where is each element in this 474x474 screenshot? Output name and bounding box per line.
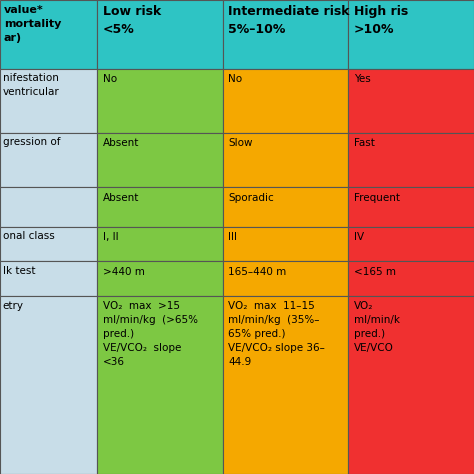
Bar [97,69,223,133]
Text: IV: IV [354,232,364,242]
Bar [0,133,97,187]
Bar [223,187,348,227]
Bar [97,133,223,187]
Text: I, II: I, II [103,232,118,242]
Text: etry: etry [3,301,24,310]
Text: Sporadic: Sporadic [228,193,274,203]
Text: Fast: Fast [354,138,375,148]
Text: Yes: Yes [354,74,371,84]
Bar [348,133,474,187]
Bar [97,227,223,261]
Bar [0,227,97,261]
Text: nifestation
ventricular: nifestation ventricular [3,73,60,98]
Text: VO₂  max  >15
ml/min/kg  (>65%
pred.)
VE/VCO₂  slope
<36: VO₂ max >15 ml/min/kg (>65% pred.) VE/VC… [103,301,198,367]
Bar [0,187,97,227]
Text: Intermediate risk
5%–10%: Intermediate risk 5%–10% [228,5,350,36]
Text: <165 m: <165 m [354,267,396,277]
Text: lk test: lk test [3,266,36,276]
Text: onal class: onal class [3,231,55,241]
Text: Low risk
<5%: Low risk <5% [103,5,161,36]
Bar [97,296,223,474]
Bar [0,261,97,296]
Text: 165–440 m: 165–440 m [228,267,287,277]
Text: >440 m: >440 m [103,267,145,277]
Text: III: III [228,232,237,242]
Text: Frequent: Frequent [354,193,400,203]
Text: High ris
>10%: High ris >10% [354,5,408,36]
Text: VO₂  max  11–15
ml/min/kg  (35%–
65% pred.)
VE/VCO₂ slope 36–
44.9: VO₂ max 11–15 ml/min/kg (35%– 65% pred.)… [228,301,325,367]
Bar [223,69,348,133]
Bar [97,187,223,227]
Text: Slow: Slow [228,138,253,148]
Bar [223,227,348,261]
Bar [348,69,474,133]
Bar [223,261,348,296]
Bar [97,261,223,296]
Bar [0,69,97,133]
Bar [348,187,474,227]
Bar [0,0,97,69]
Text: No: No [228,74,243,84]
Text: Absent: Absent [103,193,139,203]
Text: Absent: Absent [103,138,139,148]
Bar [223,0,348,69]
Bar [348,0,474,69]
Text: VO₂
ml/min/k
pred.)
VE/VCO: VO₂ ml/min/k pred.) VE/VCO [354,301,400,354]
Bar [223,296,348,474]
Bar [223,133,348,187]
Bar [0,296,97,474]
Text: value*
mortality
ar): value* mortality ar) [4,5,61,43]
Bar [348,296,474,474]
Text: gression of: gression of [3,137,60,147]
Text: No: No [103,74,117,84]
Bar [97,0,223,69]
Bar [348,261,474,296]
Bar [348,227,474,261]
